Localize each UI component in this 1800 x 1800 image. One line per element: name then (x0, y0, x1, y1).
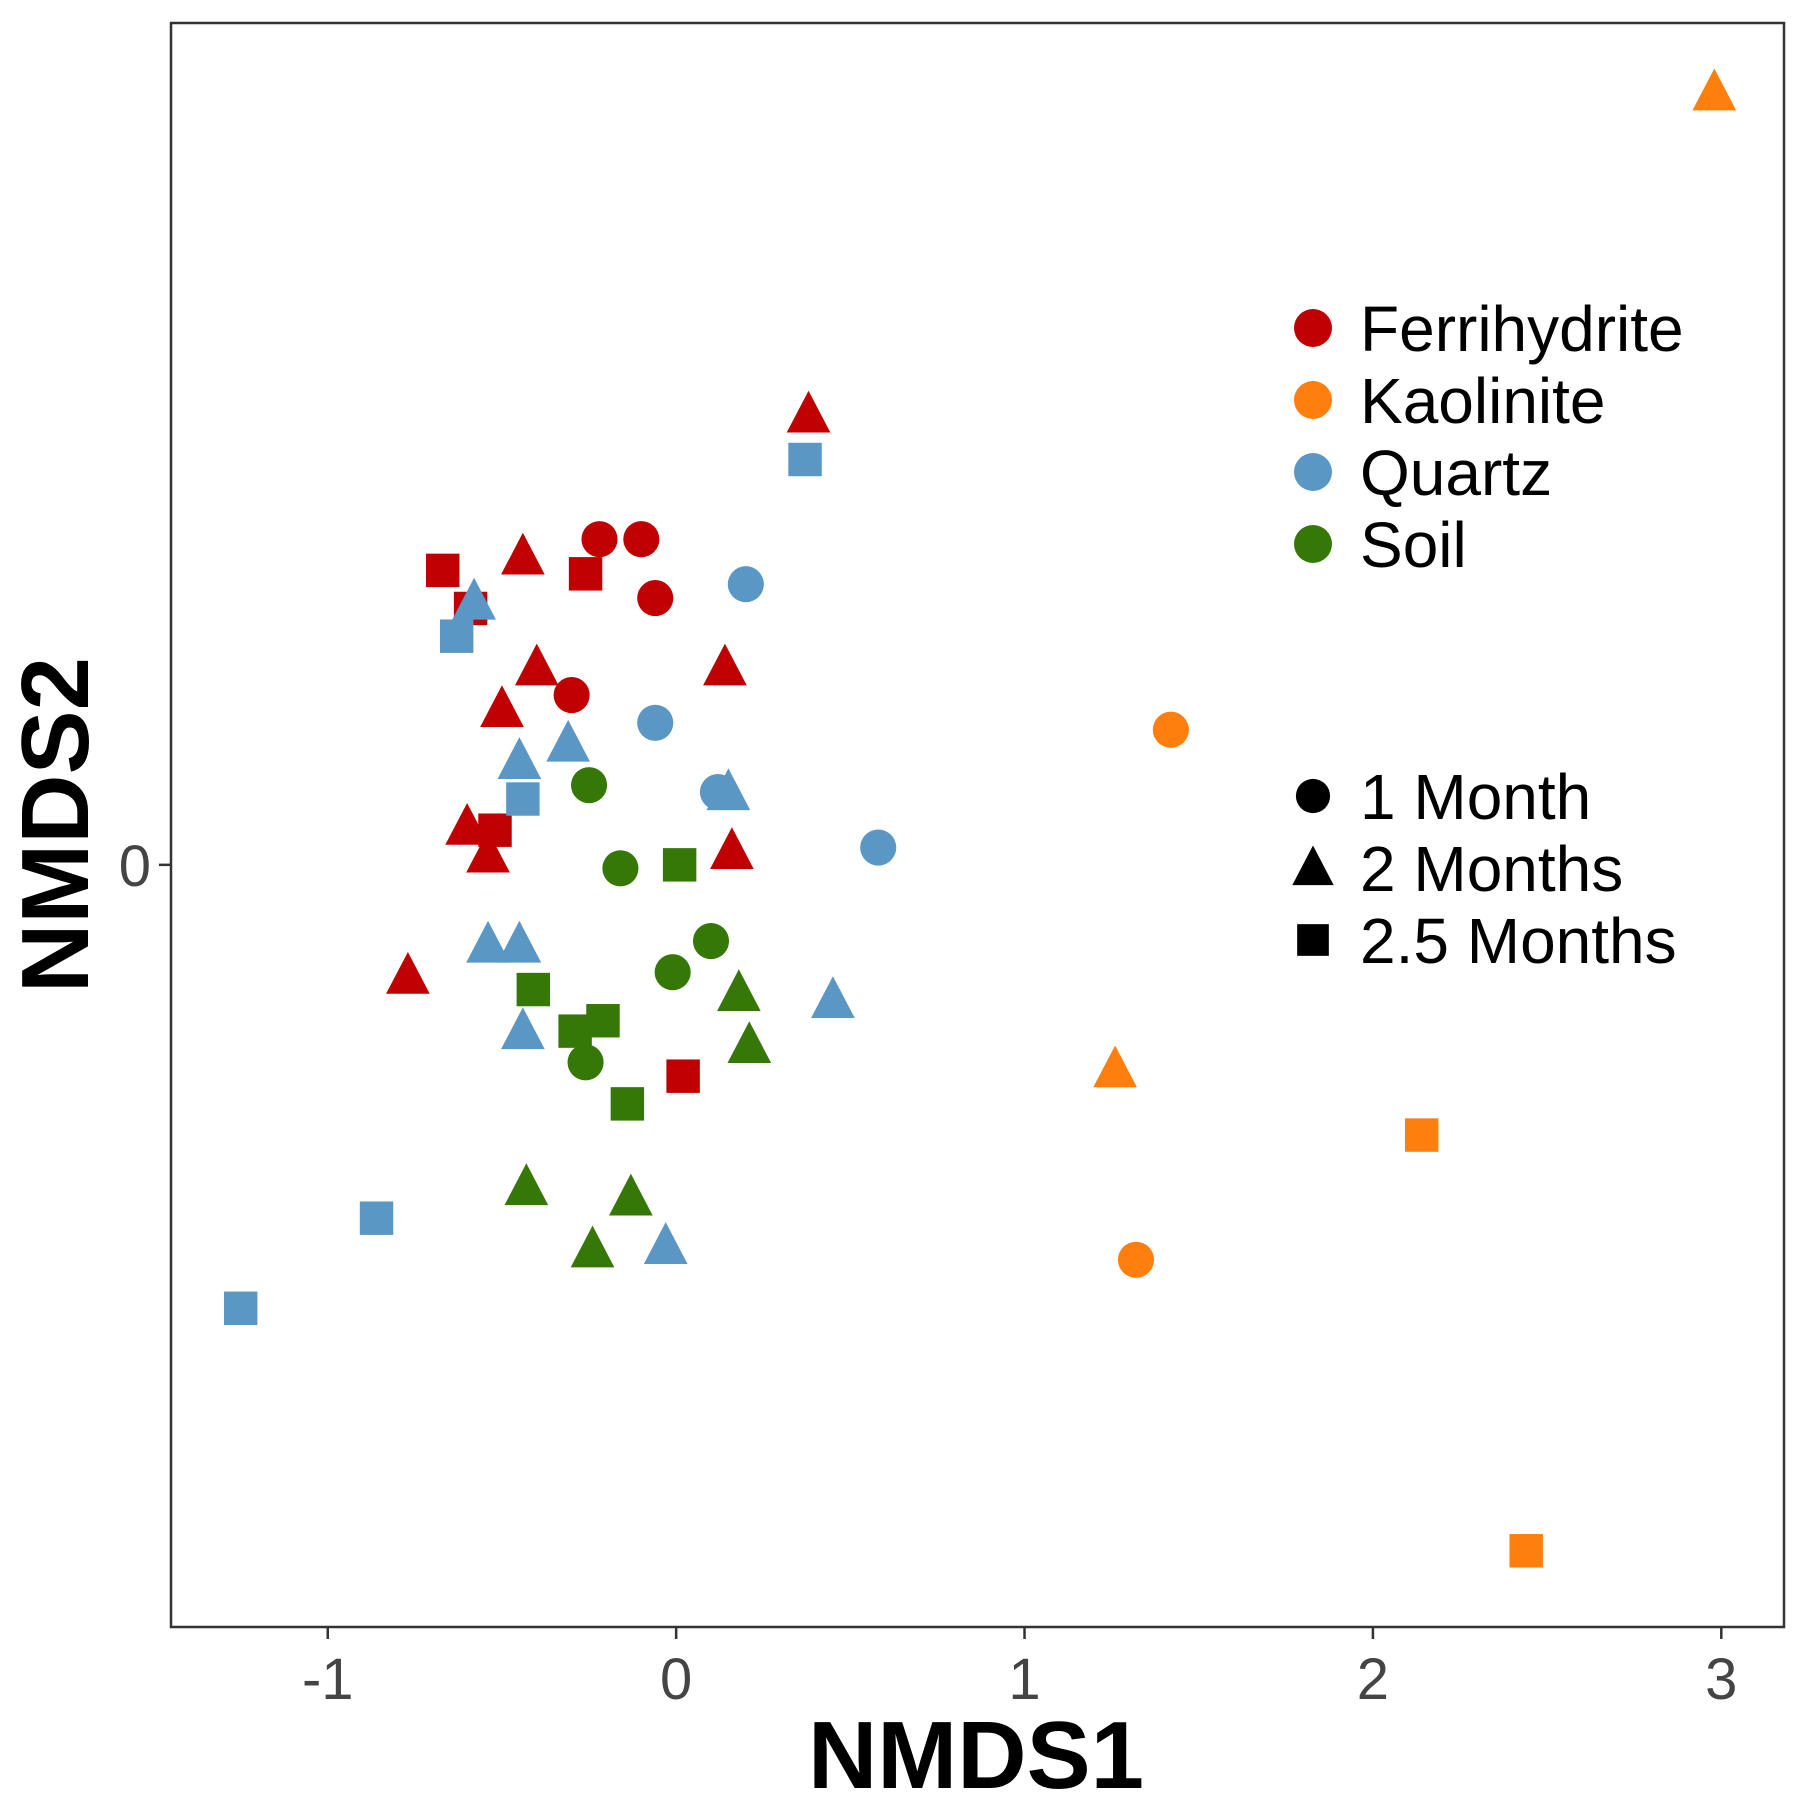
point-ferrihydrite-square-13 (426, 553, 460, 588)
point-ferrihydrite-triangle-5 (501, 532, 545, 575)
point-ferrihydrite-circle-1 (623, 521, 660, 558)
point-kaolinite-triangle-2 (1692, 68, 1737, 111)
point-quartz-square-16 (359, 1201, 394, 1235)
point-quartz-square-15 (506, 782, 540, 816)
legend-key-circle (1295, 778, 1331, 814)
point-quartz-square-14 (439, 619, 474, 653)
point-ferrihydrite-triangle-7 (703, 643, 747, 686)
point-soil-circle-0 (571, 767, 608, 804)
legend-key-ferrihydrite (1294, 309, 1332, 347)
marks-layer (223, 68, 1737, 1568)
point-soil-square-10 (662, 848, 697, 882)
point-quartz-circle-0 (727, 566, 764, 603)
point-quartz-triangle-9 (497, 920, 542, 963)
x-tick-label-1: 0 (660, 1647, 692, 1712)
legend-key-soil (1294, 525, 1332, 563)
legend-label-ferrihydrite: Ferrihydrite (1360, 293, 1684, 365)
point-ferrihydrite-square-17 (666, 1059, 700, 1093)
point-ferrihydrite-circle-3 (553, 677, 590, 714)
point-ferrihydrite-triangle-10 (466, 830, 510, 873)
x-tick-label-3: 2 (1357, 1647, 1389, 1712)
x-tick-label-2: 1 (1008, 1647, 1040, 1712)
point-ferrihydrite-triangle-9 (445, 802, 489, 845)
point-quartz-square-17 (223, 1291, 258, 1325)
point-ferrihydrite-triangle-11 (710, 827, 754, 870)
point-soil-circle-3 (654, 954, 691, 991)
point-ferrihydrite-square-16 (478, 813, 512, 847)
legend-label-circle: 1 Month (1360, 761, 1591, 833)
point-soil-square-14 (610, 1087, 645, 1121)
legend-key-kaolinite (1294, 381, 1332, 419)
x-tick-label-4: 3 (1705, 1647, 1737, 1712)
point-soil-triangle-9 (570, 1225, 615, 1268)
point-ferrihydrite-triangle-8 (480, 685, 524, 727)
point-ferrihydrite-triangle-4 (786, 390, 831, 433)
point-soil-circle-1 (602, 850, 639, 887)
x-axis-title: NMDS1 (808, 1702, 1144, 1800)
point-soil-triangle-7 (504, 1163, 549, 1206)
point-soil-circle-4 (567, 1044, 604, 1081)
axis-ticks: -1 0 1 2 3 0 (119, 834, 1738, 1712)
point-soil-square-12 (586, 1004, 620, 1038)
point-kaolinite-circle-0 (1152, 711, 1189, 748)
point-quartz-triangle-8 (466, 920, 510, 963)
legend-label-kaolinite: Kaolinite (1360, 365, 1606, 437)
point-soil-square-13 (558, 1014, 592, 1048)
point-quartz-circle-1 (637, 704, 674, 741)
point-kaolinite-circle-1 (1117, 1241, 1155, 1278)
legend-label-soil: Soil (1360, 509, 1467, 581)
x-tick-label-0: -1 (302, 1647, 354, 1712)
point-ferrihydrite-circle-2 (637, 580, 674, 617)
point-soil-triangle-8 (609, 1173, 653, 1216)
point-quartz-triangle-4 (452, 577, 496, 620)
point-quartz-square-13 (788, 442, 822, 477)
point-quartz-triangle-11 (501, 1007, 545, 1050)
point-quartz-triangle-12 (643, 1222, 688, 1264)
point-ferrihydrite-triangle-6 (514, 643, 559, 686)
point-quartz-triangle-6 (546, 719, 591, 762)
legend-key-square (1297, 924, 1329, 956)
point-soil-circle-2 (692, 923, 730, 960)
point-ferrihydrite-square-14 (568, 557, 603, 591)
legend-key-triangle (1292, 845, 1334, 886)
legend-key-quartz (1294, 453, 1332, 491)
legend-label-quartz: Quartz (1360, 437, 1552, 509)
point-kaolinite-triangle-3 (1093, 1045, 1137, 1088)
point-quartz-triangle-7 (706, 768, 751, 811)
point-kaolinite-square-5 (1509, 1534, 1543, 1568)
point-soil-triangle-6 (727, 1021, 772, 1064)
point-kaolinite-square-4 (1404, 1118, 1439, 1152)
plot-panel-border (169, 21, 1786, 1629)
legend-label-square: 2.5 Months (1360, 905, 1677, 977)
point-quartz-triangle-5 (497, 737, 542, 779)
point-quartz-circle-3 (860, 829, 897, 866)
y-tick-label-0: 0 (119, 834, 151, 899)
point-soil-triangle-5 (717, 969, 761, 1012)
legend-label-triangle: 2 Months (1360, 833, 1623, 905)
y-axis-title: NMDS2 (2, 657, 109, 993)
point-ferrihydrite-circle-0 (581, 521, 618, 558)
point-ferrihydrite-triangle-12 (386, 951, 430, 994)
point-quartz-triangle-10 (811, 976, 855, 1019)
point-soil-square-11 (516, 972, 551, 1007)
